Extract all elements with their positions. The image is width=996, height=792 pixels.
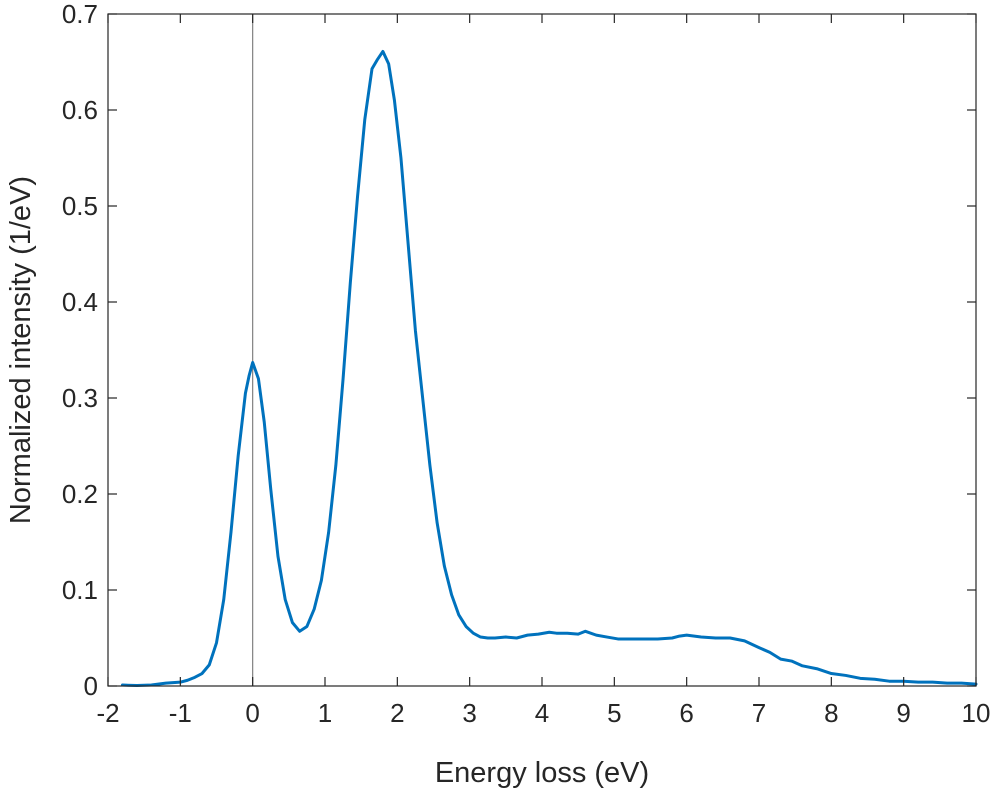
- series-line-1: [120, 49, 978, 688]
- x-tick-label: 8: [824, 698, 838, 728]
- x-tick-label: 5: [607, 698, 621, 728]
- y-tick-label: 0.5: [62, 191, 98, 221]
- x-tick-label: 2: [390, 698, 404, 728]
- x-tick-label: 7: [752, 698, 766, 728]
- y-tick-label: 0.1: [62, 575, 98, 605]
- x-tick-label: 9: [896, 698, 910, 728]
- x-tick-label: 3: [462, 698, 476, 728]
- plot-background: [108, 14, 976, 686]
- y-tick-label: 0.4: [62, 287, 98, 317]
- y-tick-label: 0.6: [62, 95, 98, 125]
- series-layer: [120, 49, 978, 688]
- y-tick-label: 0: [84, 671, 98, 701]
- y-tick-label: 0.2: [62, 479, 98, 509]
- x-axis-ticks: -2 -1 0 1 2 3 4 5 6 7 8 9 10: [96, 14, 990, 728]
- x-tick-label: 4: [535, 698, 549, 728]
- x-tick-label: -2: [96, 698, 119, 728]
- x-tick-label: -1: [169, 698, 192, 728]
- x-tick-label: 6: [679, 698, 693, 728]
- x-tick-label: 1: [318, 698, 332, 728]
- plot-area: [108, 14, 976, 686]
- y-tick-label: 0.3: [62, 383, 98, 413]
- y-tick-label: 0.7: [62, 0, 98, 29]
- x-tick-label: 0: [245, 698, 259, 728]
- y-axis-ticks: 0 0.1 0.2 0.3 0.4 0.5 0.6 0.7: [62, 0, 976, 701]
- x-tick-label: 10: [962, 698, 991, 728]
- x-axis-label: Energy loss (eV): [435, 757, 649, 789]
- y-axis-label: Normalized intensity (1/eV): [5, 176, 37, 524]
